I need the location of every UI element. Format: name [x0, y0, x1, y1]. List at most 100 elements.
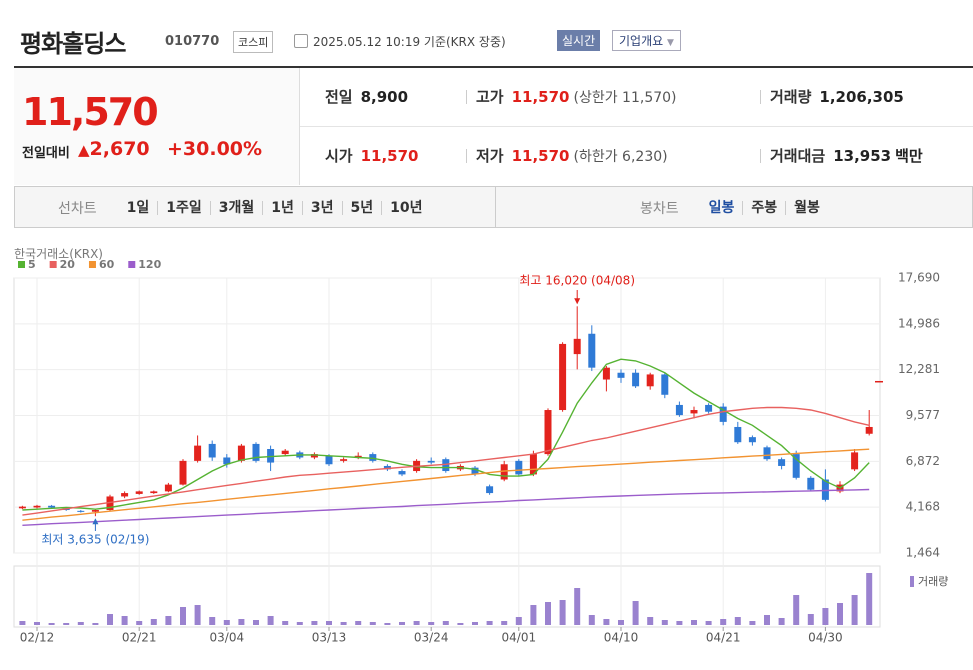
- stat-value: 11,570: [511, 88, 570, 106]
- candle-body: [821, 479, 829, 500]
- candle-body: [354, 455, 362, 458]
- tab[interactable]: 일봉: [708, 200, 735, 216]
- stat-label: 고가: [476, 88, 504, 106]
- x-tick-label: 03/04: [210, 631, 245, 645]
- x-tick-label: 02/12: [20, 631, 55, 645]
- candle-body: [252, 443, 260, 461]
- volume-bar: [588, 615, 595, 625]
- tab[interactable]: 3개월: [209, 201, 263, 215]
- volume-bar: [399, 622, 405, 625]
- x-tick-label: 03/24: [414, 631, 449, 645]
- stat: 고가 11,570 (상한가 11,570): [476, 86, 677, 107]
- timestamp: 2025.05.12 10:19 기준(KRX 장중): [294, 33, 506, 50]
- volume-bar: [501, 621, 508, 625]
- realtime-button[interactable]: 실시간: [557, 30, 601, 51]
- volume-bar: [121, 616, 128, 625]
- moving-average: [22, 488, 870, 526]
- tab[interactable]: 10년: [381, 201, 430, 215]
- volume-bar: [282, 621, 289, 625]
- tab[interactable]: 주봉: [742, 201, 785, 215]
- tab[interactable]: 1년: [262, 201, 302, 215]
- candle-body: [515, 460, 523, 475]
- stat-label: 거래대금: [770, 147, 826, 165]
- volume-bar: [253, 620, 259, 625]
- candle-body: [340, 459, 348, 461]
- volume-legend-swatch: [910, 576, 914, 587]
- legend-swatch: [49, 261, 57, 268]
- x-tick-label: 04/21: [706, 631, 741, 645]
- volume-bar: [77, 622, 84, 625]
- candle-body: [442, 459, 450, 472]
- candle-body: [164, 484, 172, 492]
- legend-swatch: [88, 261, 96, 268]
- stat-value: 11,570: [511, 147, 570, 165]
- stat-label: 시가: [325, 147, 353, 165]
- candle-body: [383, 465, 391, 470]
- volume-bar: [705, 621, 712, 625]
- candle-body: [690, 410, 698, 414]
- volume-bar: [413, 621, 420, 625]
- candle-body: [237, 445, 245, 461]
- volume-bar: [545, 602, 551, 625]
- volume-bar: [793, 595, 800, 625]
- volume-bar: [238, 619, 245, 625]
- stat: 거래량 1,206,305: [770, 86, 904, 107]
- volume-bar: [165, 616, 172, 625]
- candle-body: [208, 443, 216, 458]
- candle-body: [471, 467, 479, 475]
- candle-body: [135, 491, 143, 494]
- tab[interactable]: 1주일: [157, 201, 210, 215]
- stat-value: 11,570: [360, 147, 419, 165]
- candle-body: [223, 457, 231, 465]
- volume-bar: [194, 605, 201, 625]
- volume-bar: [209, 617, 216, 625]
- volume-bar: [136, 621, 143, 625]
- candle-body: [150, 491, 158, 494]
- volume-bar: [311, 621, 318, 625]
- x-tick-label: 02/21: [122, 631, 157, 645]
- candle-body: [121, 493, 129, 497]
- volume-bar: [618, 620, 624, 625]
- volume-bar: [107, 614, 113, 625]
- candle-body: [851, 452, 859, 470]
- company-name: 평화홀딩스: [20, 30, 126, 58]
- chart-tabs: [14, 186, 973, 228]
- company-info-dropdown[interactable]: 기업개요 ▼: [612, 30, 681, 51]
- candle-body: [179, 460, 187, 485]
- volume-bar: [340, 622, 347, 625]
- tab[interactable]: 1일: [126, 200, 150, 216]
- candle-body: [91, 510, 99, 512]
- volume-bar: [676, 621, 683, 625]
- tab[interactable]: 월봉: [785, 201, 828, 215]
- candle-body: [559, 343, 567, 411]
- volume-bar: [661, 620, 668, 625]
- candle-body: [310, 454, 318, 458]
- y-tick-label: 17,690: [898, 271, 940, 285]
- candle-body: [486, 486, 494, 494]
- y-tick-label: 12,281: [898, 362, 940, 376]
- volume-bar: [472, 622, 478, 625]
- tab[interactable]: 5년: [341, 201, 382, 215]
- candle-body: [325, 455, 333, 465]
- volume-bar: [92, 623, 99, 625]
- change-percent: +30.00%: [167, 138, 263, 160]
- stat-unit: 백만: [895, 147, 923, 165]
- volume-frame: [13, 565, 881, 628]
- stat-value: 13,953: [833, 147, 892, 165]
- y-tick-label: 9,577: [906, 408, 940, 422]
- line-chart-tabs: 선차트 1일 1주일 3개월 1년 3년 5년 10년: [58, 198, 431, 218]
- separator: [760, 149, 761, 163]
- high-annotation: 최고 16,020 (04/08): [519, 274, 635, 288]
- tab[interactable]: 3년: [301, 201, 342, 215]
- candle-body: [281, 450, 289, 455]
- volume-bar: [778, 618, 785, 625]
- volume-bar: [384, 623, 391, 625]
- x-tick-label: 04/30: [808, 631, 843, 645]
- separator: [466, 149, 467, 163]
- candle-body: [778, 459, 786, 466]
- candle-body: [748, 437, 756, 443]
- x-tick-label: 04/01: [502, 631, 537, 645]
- volume-bar: [720, 619, 727, 625]
- legend-swatch: [18, 261, 25, 268]
